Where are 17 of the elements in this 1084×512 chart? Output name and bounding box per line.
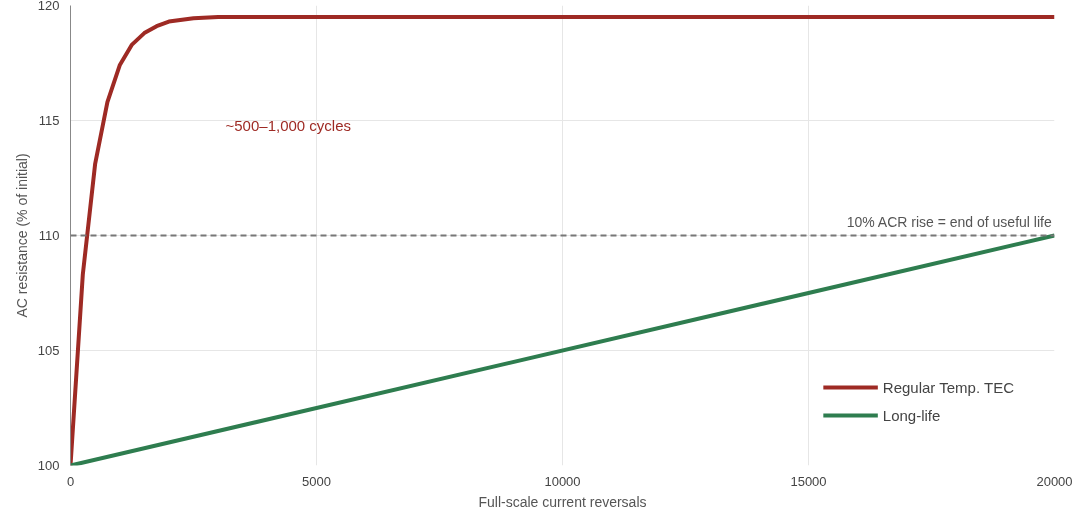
x-tick-label: 5000 bbox=[302, 473, 331, 489]
ref-line-label: 10% ACR rise = end of useful life bbox=[846, 213, 1052, 230]
legend-label: Long-life bbox=[882, 406, 941, 424]
y-tick-label: 105 bbox=[37, 343, 60, 358]
y-axis-title: AC resistance (% of initial) bbox=[13, 153, 30, 318]
annotation: ~500–1,000 cycles bbox=[225, 117, 352, 134]
line-series bbox=[70, 15, 1055, 466]
x-tick-label: 20000 bbox=[1036, 473, 1073, 489]
x-tick-label: 0 bbox=[66, 473, 75, 489]
x-axis-title: Full-scale current reversals bbox=[478, 493, 647, 510]
y-tick-label: 110 bbox=[38, 228, 60, 243]
y-tick-label: 100 bbox=[37, 458, 60, 473]
y-tick-label: 115 bbox=[38, 113, 60, 128]
y-tick-label: 120 bbox=[37, 0, 60, 13]
legend-label: Regular Temp. TEC bbox=[882, 378, 1014, 396]
x-tick-label: 15000 bbox=[790, 473, 827, 489]
x-tick-label: 10000 bbox=[544, 473, 581, 489]
